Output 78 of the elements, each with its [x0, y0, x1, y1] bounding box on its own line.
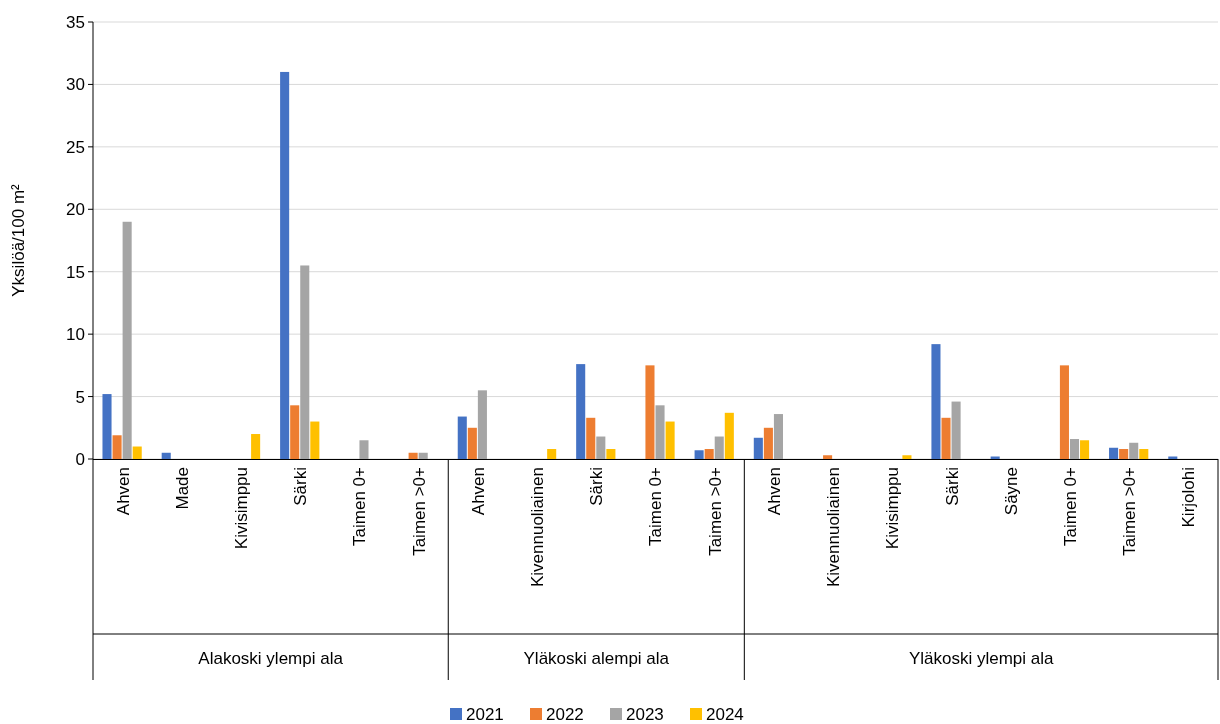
bar: [931, 344, 941, 459]
bar: [290, 405, 300, 459]
x-tick-label: Taimen 0+: [646, 466, 666, 546]
bar: [694, 450, 704, 459]
bar: [753, 437, 763, 459]
x-tick-label: Taimen >0+: [705, 466, 725, 556]
y-tick-label: 25: [66, 137, 85, 157]
text: Alakoski ylempi ala: [198, 649, 344, 668]
x-tick-label: Särki: [942, 467, 962, 506]
x-tick-label: Ahven: [113, 467, 133, 516]
x-tick-label: Kirjolohi: [1179, 467, 1199, 528]
bar: [112, 435, 122, 459]
bar: [102, 394, 112, 459]
y-tick-label: 10: [66, 325, 85, 345]
x-tick-label: Kivisimppu: [231, 467, 251, 550]
bar: [1109, 447, 1119, 459]
x-tick-label: Kivisimppu: [883, 467, 903, 550]
bar: [161, 452, 171, 459]
text: Yläkoski ylempi ala: [908, 649, 1054, 668]
x-tick-label: Taimen 0+: [1060, 466, 1080, 546]
x-tick-label: Taimen >0+: [409, 466, 429, 556]
bar: [823, 455, 833, 459]
x-tick-label: Kivennuoliainen: [528, 467, 548, 588]
bar: [714, 436, 724, 459]
bar: [300, 265, 310, 459]
bar: [655, 405, 665, 459]
bar: [547, 449, 557, 459]
x-tick-label: Made: [172, 467, 192, 510]
legend-label: 2022: [546, 704, 584, 724]
bar: [596, 436, 606, 459]
bar: [477, 390, 487, 459]
bar: [1069, 439, 1080, 459]
x-tick-label: Ahven: [468, 467, 488, 516]
bar: [418, 452, 428, 459]
legend-label: 2023: [626, 704, 664, 724]
bar: [122, 221, 132, 459]
bar: [704, 449, 714, 459]
x-tick-label: Taimen >0+: [1120, 466, 1140, 556]
x-tick-label: Kivennuoliainen: [824, 467, 844, 588]
bar: [280, 71, 290, 459]
bar: [408, 452, 418, 459]
bar: [1139, 449, 1149, 459]
y-tick-label: 35: [66, 12, 85, 32]
x-tick-label: Ahven: [764, 467, 784, 516]
bar: [251, 434, 261, 459]
y-tick-label: 20: [66, 200, 85, 220]
bar: [951, 401, 961, 459]
y-tick-label: 5: [75, 387, 85, 407]
bar: [359, 440, 369, 459]
y-tick-label: 15: [66, 262, 85, 282]
y-tick-label: 30: [66, 75, 85, 95]
legend-label: 2024: [706, 704, 744, 724]
text: Yläkoski alempi ala: [523, 649, 670, 668]
bar: [763, 427, 773, 459]
bar: [1080, 440, 1090, 459]
bar: [902, 455, 912, 459]
bar: [132, 446, 142, 459]
y-axis-title: Yksilöä/100 m²: [9, 183, 28, 297]
bar: [665, 421, 675, 459]
bar: [773, 414, 783, 459]
bar: [724, 412, 734, 459]
bar: [1119, 449, 1129, 459]
x-tick-label: Taimen 0+: [350, 466, 370, 546]
legend-label: 2021: [466, 704, 504, 724]
x-tick-label: Särki: [587, 467, 607, 506]
bar: [576, 364, 586, 459]
bar: [1059, 365, 1069, 459]
x-tick-label: Säyne: [1001, 467, 1021, 516]
x-tick-label: Särki: [291, 467, 311, 506]
bar: [310, 421, 320, 459]
bar: [941, 417, 951, 459]
bar: [1129, 442, 1139, 459]
y-tick-label: 0: [75, 449, 85, 469]
bar: [467, 427, 477, 459]
bar: [457, 416, 467, 459]
bar: [586, 417, 596, 459]
bar: [606, 449, 616, 459]
bar: [645, 365, 655, 459]
